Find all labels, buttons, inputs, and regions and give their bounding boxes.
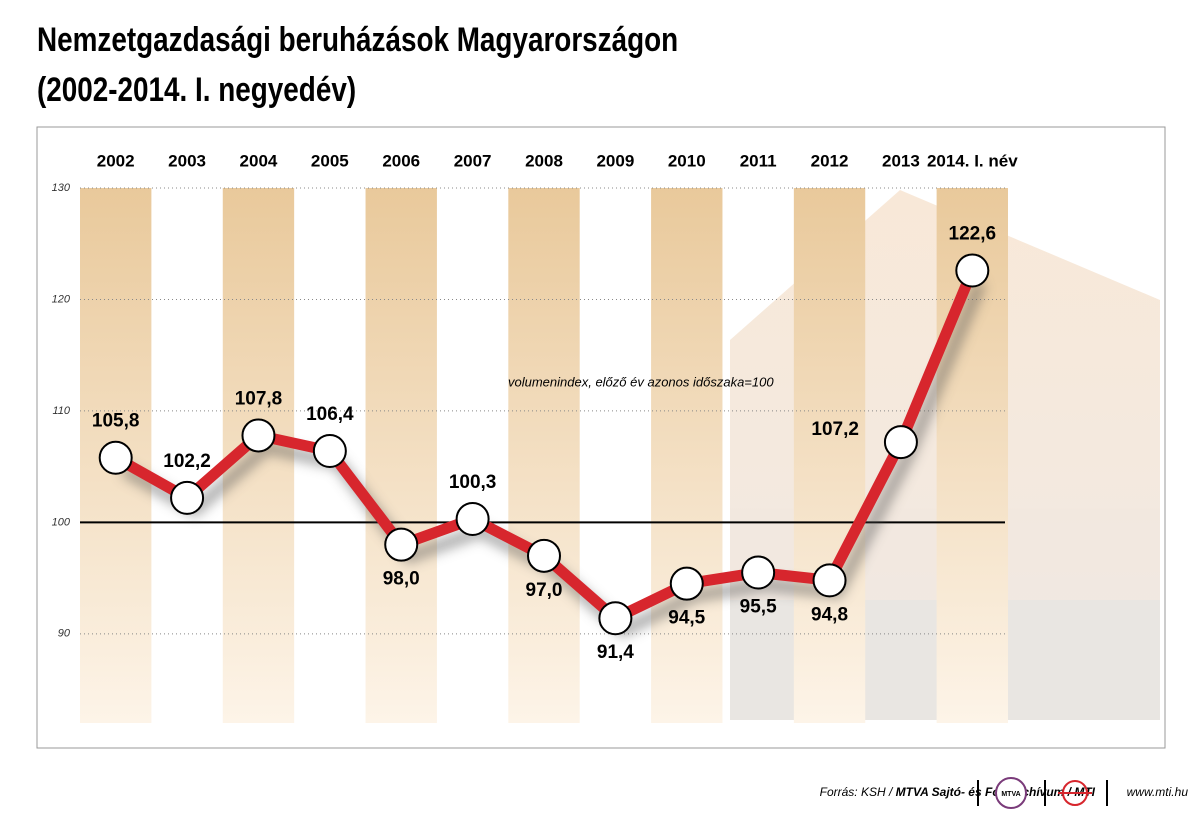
point bbox=[741, 555, 776, 590]
value-label: 94,8 bbox=[811, 604, 848, 625]
logo-text: MTVA bbox=[1001, 791, 1020, 798]
chart-frame bbox=[36, 126, 1166, 749]
value-label: 94,5 bbox=[668, 608, 705, 629]
column-band bbox=[793, 188, 866, 723]
point bbox=[312, 434, 347, 469]
source: Forrás: KSH / MTVA Sajtó- és Fotóarchívu… bbox=[820, 785, 1096, 799]
column-band bbox=[508, 188, 580, 723]
column-band bbox=[651, 188, 723, 723]
x-tick-label: 2006 bbox=[382, 151, 420, 170]
point bbox=[598, 601, 633, 636]
x-tick-label: 2007 bbox=[454, 151, 492, 170]
x-tick-label: 2008 bbox=[525, 151, 563, 170]
value-label: 95,5 bbox=[740, 597, 777, 618]
website: www.mti.hu bbox=[1127, 785, 1189, 799]
column-band bbox=[365, 188, 437, 723]
value-label: 91,4 bbox=[597, 642, 634, 663]
x-tick-label: 2009 bbox=[596, 151, 634, 170]
point bbox=[455, 502, 490, 537]
point bbox=[883, 425, 918, 460]
x-tick-label: 2011 bbox=[740, 151, 777, 170]
x-tick-label: 2003 bbox=[168, 151, 206, 170]
point bbox=[812, 563, 847, 598]
logo-mtva bbox=[995, 777, 1027, 809]
point bbox=[241, 418, 276, 453]
x-tick-label: 2014. I. név bbox=[927, 151, 1018, 170]
x-tick-label: 2004 bbox=[240, 151, 278, 170]
value-label: 105,8 bbox=[92, 411, 140, 432]
x-tick-label: 2013 bbox=[882, 151, 920, 170]
annotation: volumenindex, előző év azonos időszaka=1… bbox=[508, 374, 774, 389]
point bbox=[98, 440, 133, 475]
x-tick-label: 2005 bbox=[311, 151, 349, 170]
x-tick-label: 2012 bbox=[811, 151, 849, 170]
x-tick-label: 2010 bbox=[668, 151, 706, 170]
value-label: 107,8 bbox=[235, 388, 283, 409]
value-label: 98,0 bbox=[383, 569, 420, 590]
point bbox=[527, 538, 561, 573]
y-tick-label: 120 bbox=[52, 293, 71, 305]
value-label: 97,0 bbox=[526, 580, 563, 601]
source-text: Forrás: KSH / bbox=[820, 785, 896, 799]
value-label: 102,2 bbox=[163, 451, 211, 472]
value-label: 107,2 bbox=[811, 419, 859, 440]
y-tick-label: 90 bbox=[58, 628, 71, 640]
value-label: 106,4 bbox=[306, 404, 354, 425]
point bbox=[955, 253, 990, 288]
chart-subtitle: (2002-2014. I. negyedév) bbox=[37, 70, 356, 108]
chart-title: Nemzetgazdasági beruházások Magyarország… bbox=[37, 20, 678, 58]
y-tick-label: 130 bbox=[52, 182, 71, 194]
point bbox=[170, 480, 205, 515]
point bbox=[669, 566, 704, 601]
value-label: 122,6 bbox=[949, 223, 997, 244]
y-tick-label: 110 bbox=[52, 405, 70, 417]
x-tick-label: 2002 bbox=[97, 151, 135, 170]
point bbox=[384, 527, 419, 562]
value-label: 100,3 bbox=[449, 472, 497, 493]
y-tick-label: 100 bbox=[52, 516, 71, 528]
